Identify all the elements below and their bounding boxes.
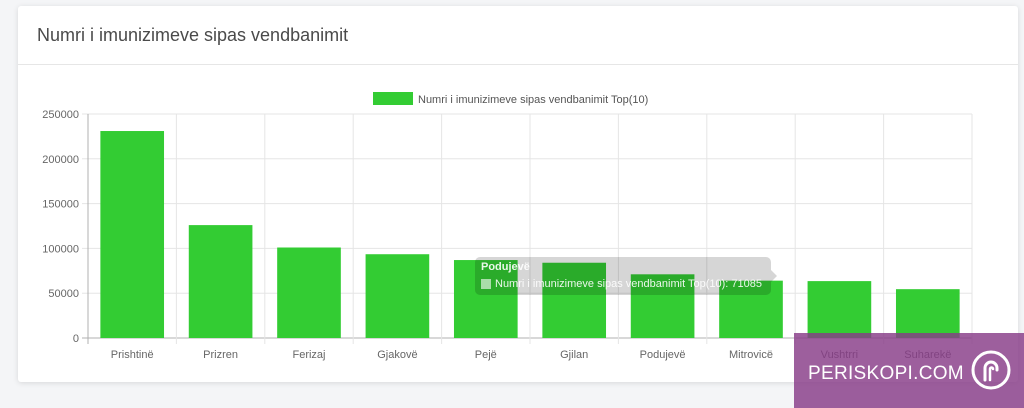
x-tick-label: Pejë bbox=[475, 349, 497, 361]
y-tick-label: 100000 bbox=[42, 243, 79, 255]
bar bbox=[542, 262, 607, 338]
bar bbox=[719, 280, 783, 338]
y-tick-label: 250000 bbox=[42, 109, 79, 121]
bar bbox=[188, 225, 253, 338]
tooltip-text: Numri i imunizimeve sipas vendbanimit To… bbox=[495, 278, 762, 290]
x-tick-label: Prizren bbox=[203, 349, 238, 361]
periskopi-logo-icon bbox=[971, 350, 1011, 390]
x-tick-label: Mitrovicë bbox=[729, 349, 773, 361]
chart-tooltip: Podujevë Numri i imunizimeve sipas vendb… bbox=[475, 257, 777, 295]
x-tick-label: Podujevë bbox=[640, 349, 686, 361]
tooltip-title: Podujevë bbox=[481, 261, 530, 273]
y-tick-label: 50000 bbox=[48, 288, 79, 300]
bar bbox=[453, 260, 518, 338]
bar-chart: 0 50000 100000 150000 200000 250000 Prishtinë P… bbox=[42, 92, 973, 361]
tooltip-swatch bbox=[481, 279, 491, 289]
y-tick-label: 200000 bbox=[42, 154, 79, 166]
card-title: Numri i imunizimeve sipas vendbanimit bbox=[37, 24, 349, 45]
bar bbox=[277, 247, 341, 338]
watermark-text: PERISKOPI.COM bbox=[808, 363, 964, 384]
tooltip-body: Numri i imunizimeve sipas vendbanimit To… bbox=[481, 278, 762, 290]
y-tick-label: 0 bbox=[73, 333, 79, 345]
x-tick-label: Prishtinë bbox=[111, 349, 154, 361]
card-header: Numri i imunizimeve sipas vendbanimit bbox=[18, 6, 1018, 65]
bar bbox=[630, 274, 695, 338]
bar bbox=[807, 281, 872, 338]
x-tick-label: Gjakovë bbox=[377, 349, 417, 361]
x-tick-label: Ferizaj bbox=[292, 349, 325, 361]
legend-swatch bbox=[373, 92, 413, 105]
legend-label: Numri i imunizimeve sipas vendbanimit To… bbox=[418, 94, 648, 106]
bar bbox=[895, 289, 960, 338]
y-tick-label: 150000 bbox=[42, 199, 79, 211]
periskopi-watermark: PERISKOPI.COM bbox=[794, 333, 1024, 408]
chart-card: Numri i imunizimeve sipas vendbanimit 0 5… bbox=[18, 6, 1018, 382]
bar bbox=[100, 131, 165, 338]
chart-area: 0 50000 100000 150000 200000 250000 Prishtinë P… bbox=[18, 6, 1018, 382]
x-tick-label: Gjilan bbox=[560, 349, 588, 361]
bar bbox=[365, 254, 430, 338]
